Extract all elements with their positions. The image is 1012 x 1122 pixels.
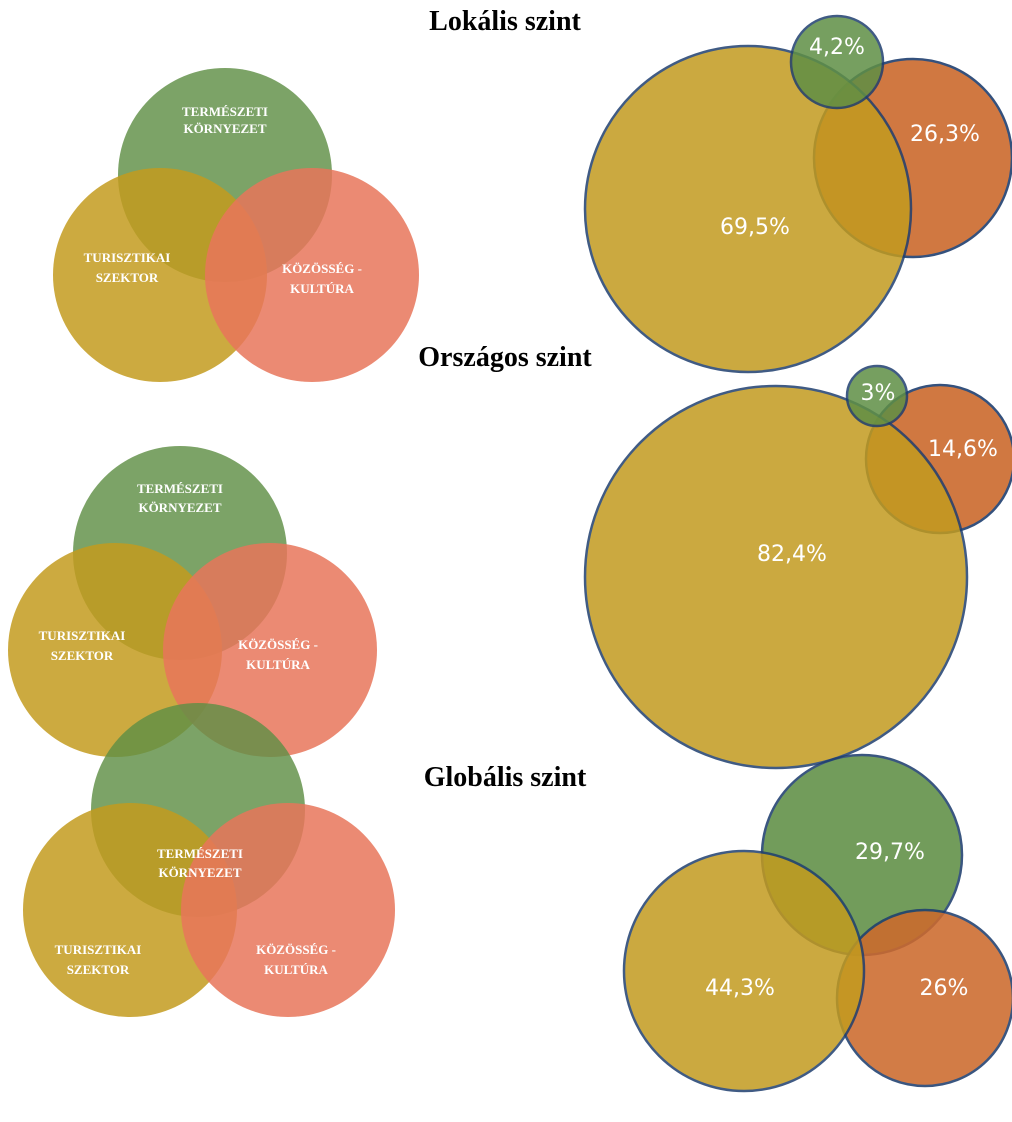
venn-globalis: TERMÉSZETI KÖRNYEZET TURISZTIKAI SZEKTOR… <box>23 703 395 1017</box>
venn-globalis-community-label-2: KULTÚRA <box>264 962 328 977</box>
prop-globalis-nature-value: 29,7% <box>855 840 925 865</box>
venn-orszagos-community-label-1: KÖZÖSSÉG - <box>238 637 318 652</box>
prop-globalis-community-value: 26% <box>920 976 969 1001</box>
prop-globalis-tourism-value: 44,3% <box>705 976 775 1001</box>
venn-lokalis-tourism-label-1: TURISZTIKAI <box>84 250 171 265</box>
section-title-orszagos: Országos szint <box>418 342 592 373</box>
venn-lokalis-nature-label-2: KÖRNYEZET <box>183 121 266 136</box>
prop-orszagos-tourism-circle <box>583 384 969 770</box>
prop-orszagos-community-value: 14,6% <box>928 437 998 462</box>
prop-lokalis-community-value: 26,3% <box>910 122 980 147</box>
venn-orszagos-community-circle <box>163 543 377 757</box>
prop-lokalis-nature-value: 4,2% <box>809 35 865 60</box>
prop-globalis: 29,7% 26% 44,3% <box>622 753 1012 1093</box>
venn-lokalis-tourism-circle <box>53 168 267 382</box>
prop-orszagos-nature-circle <box>845 364 909 428</box>
prop-lokalis-nature-circle <box>789 14 885 110</box>
venn-lokalis-community-circle <box>205 168 419 382</box>
venn-globalis-tourism-label-2: SZEKTOR <box>67 962 130 977</box>
venn-orszagos-tourism-label-2: SZEKTOR <box>51 648 114 663</box>
venn-lokalis-tourism-label-2: SZEKTOR <box>96 270 159 285</box>
venn-globalis-tourism-label-1: TURISZTIKAI <box>55 942 142 957</box>
prop-lokalis-tourism-circle <box>583 44 913 374</box>
prop-lokalis: 4,2% 26,3% 69,5% <box>583 14 1012 374</box>
section-title-lokalis: Lokális szint <box>429 6 581 37</box>
prop-orszagos-tourism-value: 82,4% <box>757 542 827 567</box>
section-title-globalis: Globális szint <box>423 762 587 793</box>
venn-globalis-nature-label-1: TERMÉSZETI <box>157 846 243 861</box>
venn-globalis-community-label-1: KÖZÖSSÉG - <box>256 942 336 957</box>
prop-globalis-tourism-circle <box>622 849 866 1093</box>
venn-orszagos-nature-label-1: TERMÉSZETI <box>137 481 223 496</box>
prop-orszagos: 3% 14,6% 82,4% <box>583 364 1012 770</box>
venn-orszagos-nature-label-2: KÖRNYEZET <box>138 500 221 515</box>
venn-globalis-nature-label-2: KÖRNYEZET <box>158 865 241 880</box>
venn-lokalis: TERMÉSZETI KÖRNYEZET TURISZTIKAI SZEKTOR… <box>53 68 419 382</box>
prop-lokalis-tourism-value: 69,5% <box>720 215 790 240</box>
venn-lokalis-community-label-1: KÖZÖSSÉG - <box>282 261 362 276</box>
venn-globalis-tourism-circle <box>23 803 237 1017</box>
venn-lokalis-nature-label-1: TERMÉSZETI <box>182 104 268 119</box>
prop-orszagos-nature-value: 3% <box>861 381 896 406</box>
venn-lokalis-community-label-2: KULTÚRA <box>290 281 354 296</box>
venn-orszagos-tourism-label-1: TURISZTIKAI <box>39 628 126 643</box>
venn-orszagos-community-label-2: KULTÚRA <box>246 657 310 672</box>
venn-globalis-community-circle <box>181 803 395 1017</box>
venn-orszagos-tourism-circle <box>8 543 222 757</box>
venn-orszagos: TERMÉSZETI KÖRNYEZET TURISZTIKAI SZEKTOR… <box>8 446 377 757</box>
